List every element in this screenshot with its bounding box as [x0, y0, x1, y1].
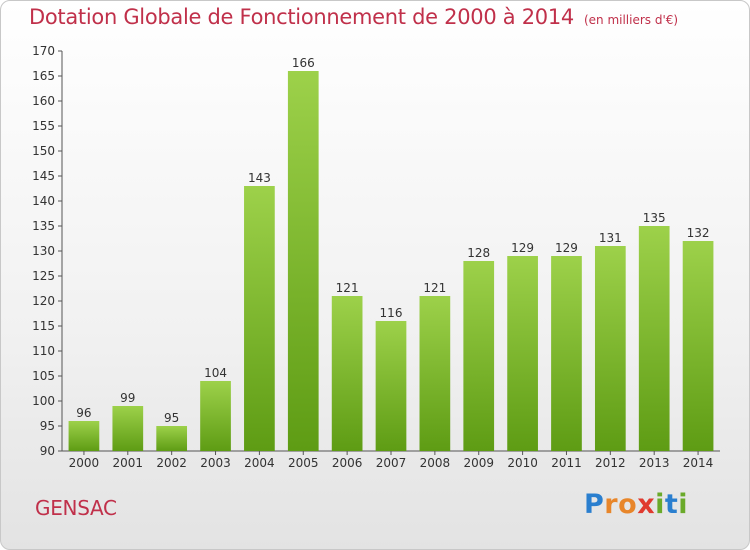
data-label-2012: 131: [599, 231, 622, 245]
bar-2008: [419, 296, 451, 451]
x-tick-label: 2006: [332, 456, 363, 470]
y-tick-label: 170: [32, 44, 55, 58]
data-label-2010: 129: [511, 241, 534, 255]
x-tick-label: 2014: [683, 456, 714, 470]
y-tick-label: 155: [32, 119, 55, 133]
bar-2003: [200, 381, 231, 451]
x-tick-label: 2013: [639, 456, 670, 470]
bar-2009: [463, 261, 495, 451]
data-label-2006: 121: [336, 281, 359, 295]
bar-2011: [551, 256, 582, 451]
logo-letter: x: [637, 489, 656, 520]
x-tick-label: 2005: [288, 456, 319, 470]
bar-2014: [682, 241, 714, 451]
y-tick-label: 140: [32, 194, 55, 208]
x-tick-label: 2009: [463, 456, 494, 470]
data-label-2008: 121: [423, 281, 446, 295]
y-tick-label: 120: [32, 294, 55, 308]
data-label-2013: 135: [643, 211, 666, 225]
y-tick-label: 95: [40, 419, 55, 433]
chart-title: Dotation Globale de Fonctionnement de 20…: [29, 5, 678, 29]
data-label-2003: 104: [204, 366, 227, 380]
proxiti-logo: Proxiti: [584, 489, 688, 520]
y-tick-label: 160: [32, 94, 55, 108]
data-label-2011: 129: [555, 241, 578, 255]
logo-letter: t: [664, 489, 679, 520]
y-tick-label: 110: [32, 344, 55, 358]
x-tick-label: 2001: [113, 456, 144, 470]
data-label-2001: 99: [120, 391, 135, 405]
y-tick-label: 150: [32, 144, 55, 158]
commune-name: GENSAC: [35, 496, 117, 520]
x-tick-label: 2011: [551, 456, 582, 470]
logo-letter: i: [678, 489, 689, 520]
title-text: Dotation Globale de Fonctionnement de 20…: [29, 5, 574, 29]
x-tick-label: 2012: [595, 456, 626, 470]
bar-2012: [594, 246, 626, 451]
data-label-2004: 143: [248, 171, 271, 185]
bar-2001: [112, 406, 144, 451]
x-tick-label: 2004: [244, 456, 275, 470]
bar-2006: [331, 296, 363, 451]
bar-2002: [156, 426, 188, 451]
logo-letter: P: [584, 489, 605, 520]
bar-2004: [244, 186, 275, 451]
y-tick-label: 135: [32, 219, 55, 233]
y-tick-label: 165: [32, 69, 55, 83]
y-tick-label: 130: [32, 244, 55, 258]
data-label-2005: 166: [292, 56, 315, 70]
data-label-2009: 128: [467, 246, 490, 260]
bar-2007: [375, 321, 407, 451]
data-label-2007: 116: [380, 306, 403, 320]
bar-2005: [287, 71, 319, 451]
data-label-2000: 96: [76, 406, 91, 420]
y-tick-label: 90: [40, 444, 55, 458]
y-tick-label: 115: [32, 319, 55, 333]
data-label-2002: 95: [164, 411, 179, 425]
x-tick-label: 2007: [376, 456, 407, 470]
y-tick-label: 145: [32, 169, 55, 183]
chart-subtitle: (en milliers d'€): [583, 13, 679, 27]
logo-letter: o: [618, 489, 638, 520]
logo-letter: r: [604, 489, 619, 520]
x-tick-label: 2000: [69, 456, 100, 470]
x-tick-label: 2002: [156, 456, 187, 470]
x-tick-label: 2003: [200, 456, 231, 470]
bar-2000: [68, 421, 100, 451]
bar-2013: [638, 226, 670, 451]
data-label-2014: 132: [687, 226, 710, 240]
x-tick-label: 2010: [507, 456, 538, 470]
x-tick-label: 2008: [420, 456, 451, 470]
y-tick-label: 125: [32, 269, 55, 283]
y-tick-label: 100: [32, 394, 55, 408]
bar-2010: [507, 256, 538, 451]
y-tick-label: 105: [32, 369, 55, 383]
logo-letter: i: [655, 489, 665, 520]
